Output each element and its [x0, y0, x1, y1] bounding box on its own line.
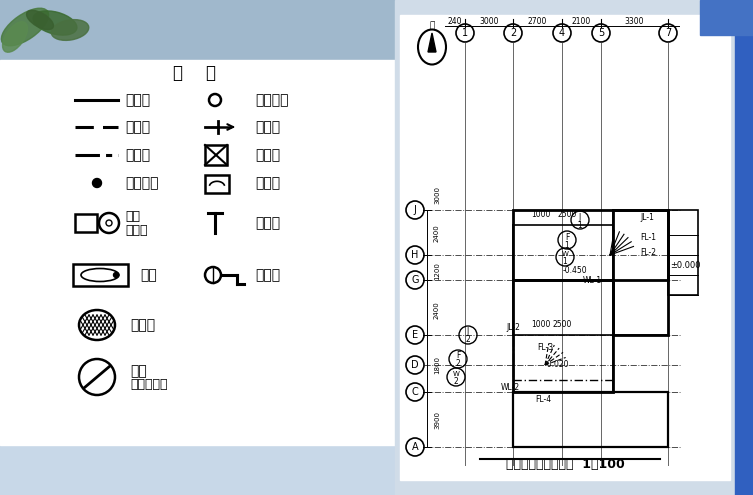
Circle shape: [106, 220, 112, 226]
Text: 2100: 2100: [572, 16, 590, 26]
Text: 水表: 水表: [130, 364, 147, 378]
Text: 2400: 2400: [434, 224, 440, 242]
Text: J: J: [579, 212, 581, 221]
Text: H: H: [411, 250, 419, 260]
Text: FL-4: FL-4: [535, 395, 551, 404]
Bar: [613, 210, 668, 335]
Text: 2: 2: [453, 378, 459, 387]
Text: WL-2: WL-2: [501, 383, 520, 392]
Text: 检查口: 检查口: [255, 216, 280, 230]
Bar: [75, 214, 97, 232]
Text: 240: 240: [448, 16, 462, 26]
Bar: [700, 0, 753, 35]
Text: D: D: [411, 360, 419, 370]
Text: 1000: 1000: [532, 210, 550, 219]
Ellipse shape: [2, 8, 49, 46]
Text: 2500: 2500: [552, 320, 572, 329]
Bar: [205, 175, 229, 193]
Bar: [400, 15, 730, 480]
Text: 1200: 1200: [434, 262, 440, 280]
Bar: [735, 0, 753, 495]
Text: 废水管: 废水管: [125, 120, 150, 134]
Text: 2400: 2400: [434, 301, 440, 319]
Bar: [0, 0, 395, 65]
Text: 污水管: 污水管: [125, 148, 150, 162]
Ellipse shape: [2, 22, 27, 52]
Text: 给水立管: 给水立管: [125, 176, 158, 190]
Text: FL-3: FL-3: [537, 343, 553, 352]
Text: 底层给水排水平面图  1：100: 底层给水排水平面图 1：100: [505, 458, 624, 472]
Text: F: F: [456, 351, 460, 360]
Text: 2: 2: [510, 28, 516, 38]
Bar: [205, 145, 227, 165]
Text: JL-1: JL-1: [640, 213, 654, 222]
Text: 1: 1: [562, 257, 567, 266]
Text: （流量计）: （流量计）: [130, 379, 167, 392]
Text: 3000: 3000: [479, 16, 498, 26]
Text: 2: 2: [456, 359, 460, 368]
Text: W: W: [453, 371, 459, 377]
Bar: [73, 264, 128, 286]
Text: 2: 2: [465, 336, 471, 345]
Text: 3300: 3300: [624, 16, 644, 26]
Text: J: J: [467, 328, 469, 337]
Text: 给水管: 给水管: [125, 93, 150, 107]
Bar: [395, 0, 735, 495]
Text: 3000: 3000: [434, 186, 440, 204]
Text: A: A: [412, 442, 419, 452]
Text: -0.450: -0.450: [562, 266, 587, 275]
Text: J: J: [413, 205, 416, 215]
Circle shape: [93, 179, 102, 188]
Polygon shape: [428, 33, 436, 52]
Text: FL-1: FL-1: [640, 233, 656, 242]
Bar: [513, 210, 668, 280]
Text: WL-1: WL-1: [582, 276, 602, 285]
Text: 水龙头: 水龙头: [255, 120, 280, 134]
Text: 3900: 3900: [434, 411, 440, 429]
Text: 清扫口: 清扫口: [255, 268, 280, 282]
Bar: [0, 60, 395, 445]
Text: -0.020: -0.020: [544, 360, 569, 369]
Text: 1000: 1000: [532, 320, 550, 329]
Text: C: C: [412, 387, 419, 397]
Text: 5: 5: [598, 28, 604, 38]
Text: ±0.000: ±0.000: [669, 260, 700, 269]
Bar: [513, 280, 613, 392]
Text: G: G: [411, 275, 419, 285]
Text: 排水立管: 排水立管: [255, 93, 288, 107]
Text: 2700: 2700: [527, 16, 547, 26]
Text: 1: 1: [462, 28, 468, 38]
Text: 图    例: 图 例: [173, 64, 217, 82]
Text: 7: 7: [665, 28, 671, 38]
Text: 2500: 2500: [557, 210, 577, 219]
Text: W: W: [562, 251, 569, 257]
Text: 洗脸盆: 洗脸盆: [255, 176, 280, 190]
Bar: [668, 210, 698, 295]
Ellipse shape: [33, 11, 77, 35]
Text: 1: 1: [578, 220, 582, 230]
Text: 1: 1: [565, 241, 569, 249]
Text: 北: 北: [429, 21, 434, 30]
Text: E: E: [412, 330, 418, 340]
Text: JL-2: JL-2: [506, 323, 520, 332]
Text: 坐式: 坐式: [125, 210, 140, 224]
Text: 浴盆: 浴盆: [140, 268, 157, 282]
Text: 污水池: 污水池: [255, 148, 280, 162]
Text: 4: 4: [559, 28, 565, 38]
Ellipse shape: [26, 10, 53, 30]
Circle shape: [114, 273, 118, 278]
Text: 1800: 1800: [434, 356, 440, 374]
Bar: [513, 392, 668, 447]
Text: F: F: [565, 233, 569, 242]
Text: 通气帽: 通气帽: [130, 318, 155, 332]
Ellipse shape: [51, 20, 89, 41]
Text: 大便器: 大便器: [125, 224, 148, 237]
Text: FL-2: FL-2: [640, 248, 656, 257]
